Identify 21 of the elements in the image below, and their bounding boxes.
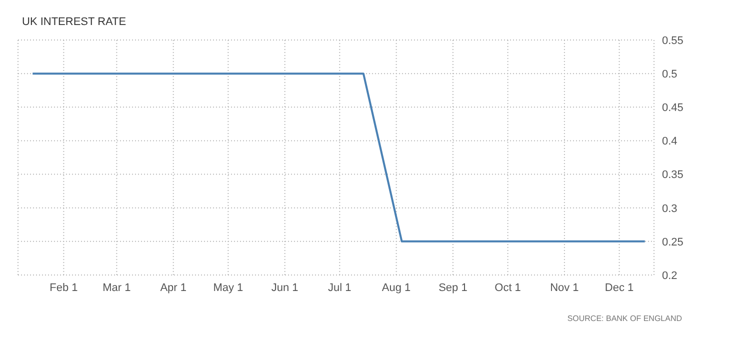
x-tick-label: Oct 1 <box>494 282 521 294</box>
y-tick-label: 0.3 <box>662 202 678 215</box>
x-tick-label: Dec 1 <box>604 282 634 294</box>
y-tick-label: 0.2 <box>662 270 678 282</box>
x-tick-label: Aug 1 <box>382 282 411 294</box>
y-tick-label: 0.5 <box>662 68 678 80</box>
y-tick-label: 0.4 <box>662 136 678 148</box>
x-tick-label: Jun 1 <box>271 282 298 294</box>
y-tick-label: 0.45 <box>662 102 684 114</box>
chart-title: UK INTEREST RATE <box>22 16 126 28</box>
x-tick-label: Feb 1 <box>50 282 78 294</box>
x-tick-label: Mar 1 <box>102 282 131 294</box>
y-tick-label: 0.35 <box>662 169 684 182</box>
x-tick-label: Sep 1 <box>438 282 468 294</box>
source-note: SOURCE: BANK OF ENGLAND <box>567 314 682 323</box>
x-tick-label: May 1 <box>213 282 244 294</box>
y-tick-label: 0.25 <box>662 236 684 248</box>
x-tick-label: Apr 1 <box>160 282 186 294</box>
y-tick-label: 0.55 <box>662 34 684 47</box>
x-tick-label: Jul 1 <box>328 282 352 294</box>
x-tick-label: Nov 1 <box>550 282 579 294</box>
